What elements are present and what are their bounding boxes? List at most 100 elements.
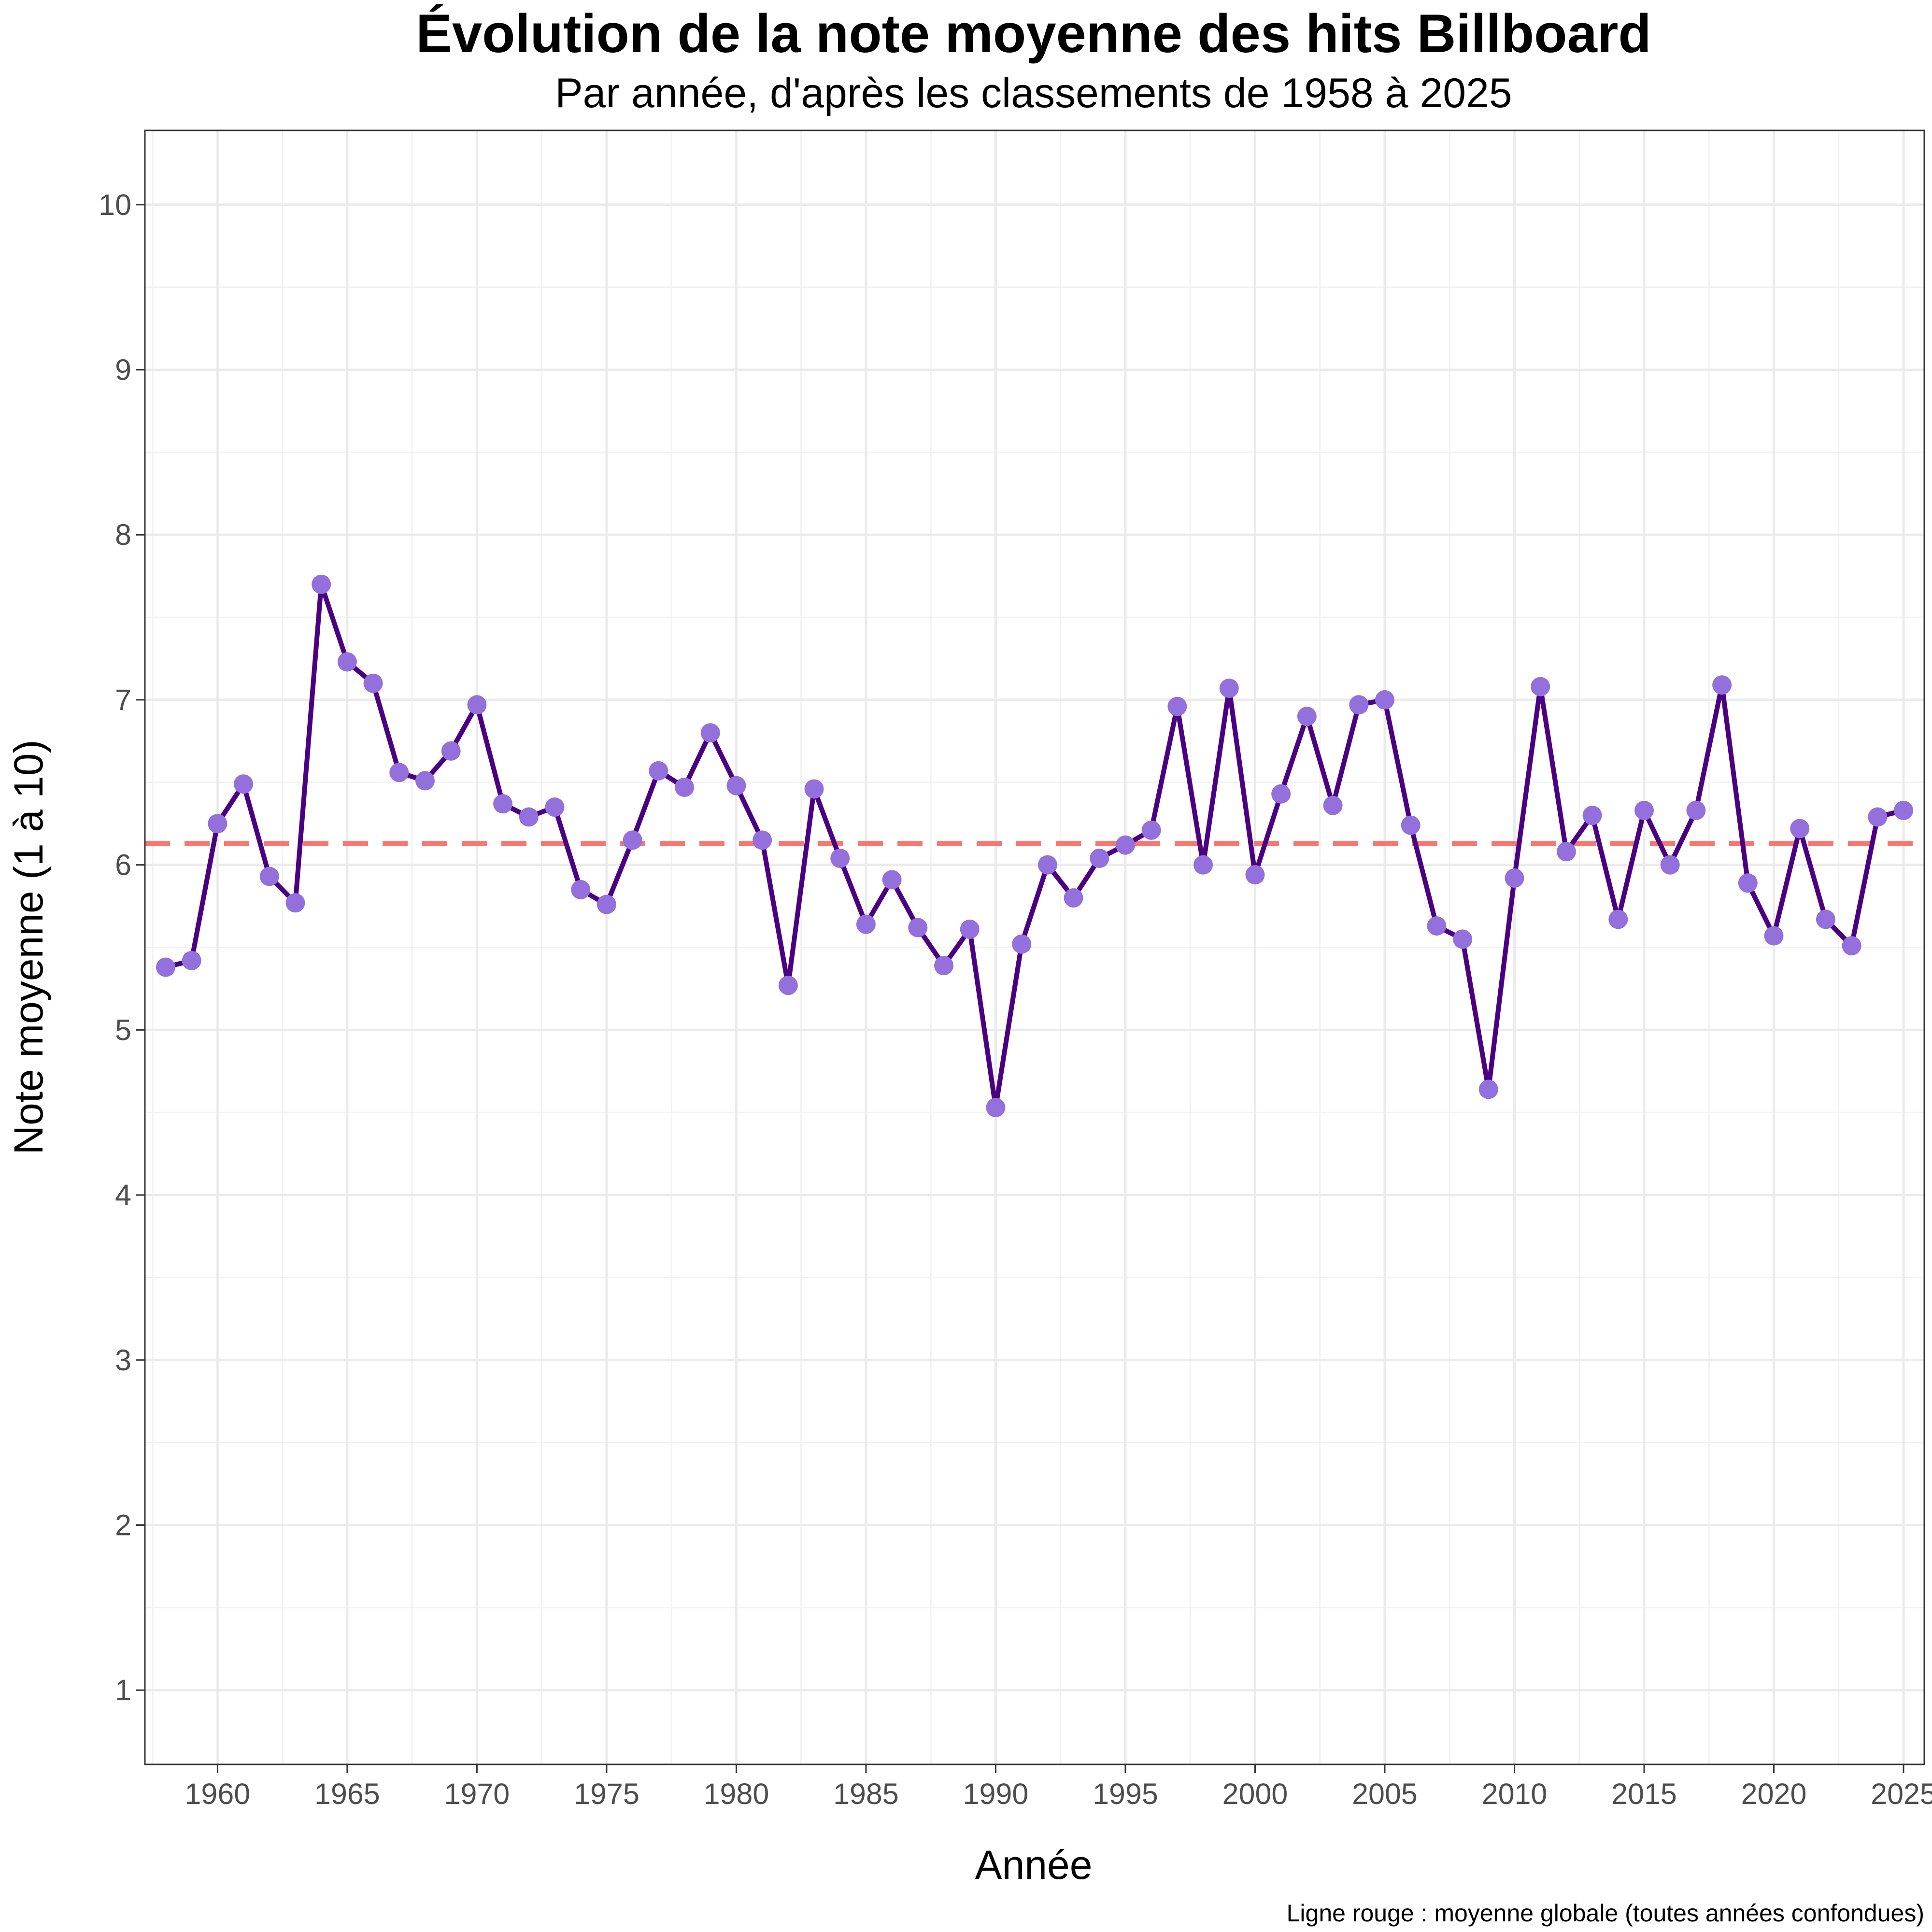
- y-tick-label: 7: [115, 683, 131, 716]
- points-group: [156, 574, 1914, 1117]
- data-point: [259, 867, 279, 886]
- data-point: [960, 919, 980, 939]
- data-point: [1608, 909, 1628, 929]
- data-point: [1167, 696, 1187, 716]
- data-point: [597, 895, 616, 914]
- data-point: [519, 807, 539, 827]
- data-point: [753, 830, 772, 850]
- data-point: [467, 695, 487, 715]
- major-gridlines: [145, 130, 1924, 1764]
- y-tick-label: 6: [115, 849, 131, 881]
- data-point: [1505, 868, 1524, 888]
- data-point: [1660, 855, 1680, 875]
- data-point: [934, 956, 954, 976]
- x-tick-label: 2025: [1871, 1777, 1932, 1810]
- x-tick-label: 2015: [1611, 1777, 1677, 1810]
- data-point: [908, 918, 928, 938]
- data-point: [1894, 800, 1914, 820]
- data-point: [363, 673, 383, 693]
- x-tick-label: 1975: [574, 1777, 639, 1810]
- data-point: [649, 761, 668, 781]
- data-point: [1141, 820, 1161, 840]
- data-point: [441, 741, 461, 761]
- x-tick-label: 1960: [185, 1777, 251, 1810]
- data-point: [1531, 677, 1550, 696]
- x-tick-label: 1980: [704, 1777, 769, 1810]
- data-point: [1297, 707, 1317, 726]
- data-point: [1090, 848, 1109, 868]
- y-tick-label: 10: [99, 188, 131, 221]
- data-point: [156, 957, 175, 977]
- data-point: [1582, 806, 1602, 825]
- chart-subtitle: Par année, d'après les classements de 19…: [555, 70, 1512, 116]
- y-tick-label: 5: [115, 1013, 131, 1046]
- data-point: [1686, 800, 1706, 820]
- data-point: [986, 1097, 1006, 1117]
- data-point: [493, 794, 513, 814]
- data-point: [1738, 873, 1758, 893]
- data-point: [778, 976, 798, 995]
- x-tick-label: 1990: [963, 1777, 1029, 1810]
- data-point: [1401, 815, 1421, 835]
- data-point: [804, 779, 824, 799]
- data-point: [1375, 690, 1394, 710]
- data-point: [726, 776, 746, 796]
- data-point: [234, 774, 254, 794]
- data-point: [1245, 865, 1265, 885]
- data-point: [1868, 807, 1888, 827]
- data-point: [1012, 934, 1032, 954]
- y-tick-label: 1: [115, 1674, 131, 1706]
- data-point: [545, 797, 565, 817]
- data-point: [1842, 936, 1861, 956]
- x-tick-label: 1970: [444, 1777, 510, 1810]
- data-point: [285, 893, 305, 913]
- x-tick-label: 2020: [1741, 1777, 1807, 1810]
- data-point: [571, 880, 591, 899]
- x-tick-label: 1985: [833, 1777, 899, 1810]
- x-axis: 1960 1965 1970 1975 1980 1985 1990 1995 2000 2005…: [185, 1764, 1932, 1810]
- chart-caption: Ligne rouge : moyenne globale (toutes an…: [1287, 1900, 1924, 1927]
- x-tick-label: 1995: [1093, 1777, 1158, 1810]
- x-tick-label: 2005: [1352, 1777, 1418, 1810]
- y-tick-label: 3: [115, 1344, 131, 1377]
- y-tick-label: 2: [115, 1509, 131, 1542]
- x-tick-label: 2000: [1222, 1777, 1288, 1810]
- data-point: [1453, 929, 1473, 949]
- data-point: [1271, 784, 1291, 804]
- data-point: [337, 652, 357, 672]
- data-point: [1790, 819, 1810, 838]
- data-point: [415, 771, 435, 791]
- y-axis: 1 2 3 4 5 6 7 8 9 10: [99, 188, 145, 1706]
- data-point: [856, 914, 876, 934]
- data-point: [1115, 835, 1135, 855]
- y-tick-label: 9: [115, 353, 131, 386]
- data-point: [675, 778, 695, 797]
- data-point: [1349, 695, 1369, 715]
- y-tick-label: 8: [115, 518, 131, 551]
- minor-gridlines: [145, 130, 1924, 1764]
- data-point: [700, 723, 720, 743]
- y-axis-title: Note moyenne (1 à 10): [6, 739, 51, 1154]
- x-tick-label: 1965: [314, 1777, 380, 1810]
- data-point: [1764, 926, 1784, 946]
- data-point: [1064, 888, 1083, 908]
- data-point: [1478, 1080, 1498, 1099]
- data-point: [389, 763, 409, 782]
- data-point: [1556, 842, 1576, 862]
- data-point: [623, 830, 642, 850]
- data-point: [1323, 796, 1343, 815]
- data-point: [830, 848, 850, 868]
- data-point: [882, 870, 902, 890]
- data-point: [1816, 909, 1835, 929]
- chart-title: Évolution de la note moyenne des hits Bi…: [416, 3, 1651, 64]
- plot-panel-border: [144, 129, 1925, 1765]
- data-point: [1037, 855, 1057, 875]
- data-point: [208, 814, 227, 834]
- data-point: [1219, 679, 1239, 698]
- data-point: [1712, 675, 1732, 695]
- data-point: [182, 951, 201, 970]
- data-point: [1193, 855, 1213, 875]
- x-tick-label: 2010: [1482, 1777, 1548, 1810]
- x-axis-title: Année: [975, 1842, 1093, 1888]
